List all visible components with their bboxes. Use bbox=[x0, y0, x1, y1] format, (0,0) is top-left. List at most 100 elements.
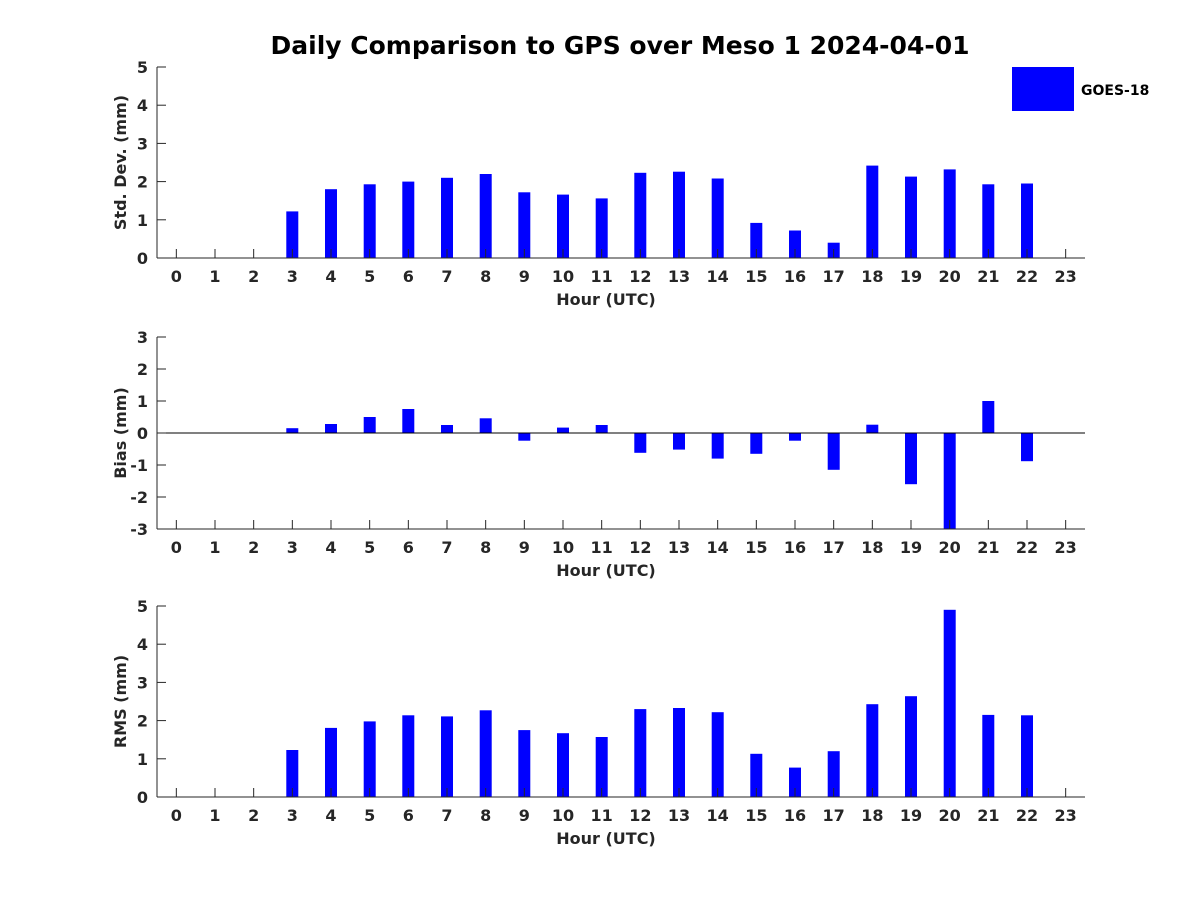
bar-4 bbox=[325, 424, 337, 433]
y-axis-label: Bias (mm) bbox=[111, 387, 130, 479]
x-axis-label: Hour (UTC) bbox=[556, 829, 656, 848]
x-tick-label: 5 bbox=[364, 267, 375, 286]
y-tick-label: 0 bbox=[137, 788, 148, 807]
bar-6 bbox=[402, 181, 415, 258]
bar-13 bbox=[673, 171, 685, 258]
y-tick-label: 1 bbox=[137, 750, 148, 769]
x-tick-label: 12 bbox=[629, 538, 651, 557]
x-tick-label: 14 bbox=[707, 538, 729, 557]
bar-22 bbox=[1021, 183, 1033, 258]
x-tick-label: 0 bbox=[171, 806, 182, 825]
x-tick-label: 1 bbox=[209, 267, 220, 286]
x-tick-label: 22 bbox=[1016, 267, 1038, 286]
x-axis-label: Hour (UTC) bbox=[556, 290, 656, 309]
bar-17 bbox=[827, 433, 840, 470]
y-tick-label: 2 bbox=[137, 360, 148, 379]
bar-12 bbox=[634, 172, 647, 258]
x-tick-label: 17 bbox=[823, 538, 845, 557]
x-tick-label: 23 bbox=[1055, 538, 1077, 557]
x-tick-label: 10 bbox=[552, 267, 574, 286]
x-tick-label: 11 bbox=[591, 538, 613, 557]
y-tick-label: 0 bbox=[137, 424, 148, 443]
y-tick-label: -1 bbox=[130, 456, 148, 475]
x-tick-label: 6 bbox=[403, 267, 414, 286]
x-tick-label: 20 bbox=[939, 538, 961, 557]
x-tick-label: 2 bbox=[248, 806, 259, 825]
bar-16 bbox=[789, 767, 801, 797]
y-tick-label: 4 bbox=[137, 96, 148, 115]
bar-7 bbox=[441, 716, 453, 797]
bar-16 bbox=[789, 230, 801, 258]
y-tick-label: 3 bbox=[137, 673, 148, 692]
bar-3 bbox=[286, 750, 299, 797]
x-tick-label: 11 bbox=[591, 806, 613, 825]
y-axis-label: Std. Dev. (mm) bbox=[111, 95, 130, 230]
x-tick-label: 1 bbox=[209, 806, 220, 825]
bar-7 bbox=[441, 177, 453, 258]
bar-19 bbox=[905, 696, 917, 797]
bar-21 bbox=[982, 714, 995, 797]
x-tick-label: 18 bbox=[861, 538, 883, 557]
bar-11 bbox=[595, 425, 608, 433]
bar-8 bbox=[479, 418, 492, 433]
bar-11 bbox=[595, 198, 608, 258]
x-tick-label: 3 bbox=[287, 267, 298, 286]
bar-14 bbox=[711, 433, 724, 459]
bar-20 bbox=[943, 609, 956, 797]
bar-19 bbox=[905, 176, 917, 258]
bar-22 bbox=[1021, 715, 1033, 797]
x-tick-label: 8 bbox=[480, 806, 491, 825]
x-tick-label: 4 bbox=[325, 267, 336, 286]
x-tick-label: 14 bbox=[707, 267, 729, 286]
bar-18 bbox=[866, 704, 879, 797]
bar-3 bbox=[286, 211, 299, 258]
bar-9 bbox=[518, 730, 531, 797]
x-tick-label: 4 bbox=[325, 806, 336, 825]
y-axis-label: RMS (mm) bbox=[111, 655, 130, 748]
x-tick-label: 2 bbox=[248, 267, 259, 286]
bar-13 bbox=[673, 708, 685, 797]
y-tick-label: 5 bbox=[137, 58, 148, 77]
bar-20 bbox=[943, 433, 956, 529]
bar-14 bbox=[711, 178, 724, 258]
bar-15 bbox=[750, 753, 763, 797]
x-tick-label: 9 bbox=[519, 538, 530, 557]
legend-swatch bbox=[1012, 67, 1074, 111]
bar-3 bbox=[286, 428, 299, 433]
x-tick-label: 9 bbox=[519, 267, 530, 286]
x-tick-label: 7 bbox=[441, 806, 452, 825]
bar-18 bbox=[866, 165, 879, 258]
bar-13 bbox=[673, 433, 685, 450]
x-tick-label: 21 bbox=[977, 267, 999, 286]
y-tick-label: 2 bbox=[137, 712, 148, 731]
bar-10 bbox=[557, 427, 569, 433]
y-tick-label: 3 bbox=[137, 328, 148, 347]
bar-22 bbox=[1021, 433, 1033, 462]
bar-11 bbox=[595, 737, 608, 797]
x-tick-label: 6 bbox=[403, 538, 414, 557]
y-tick-label: -3 bbox=[130, 520, 148, 539]
x-tick-label: 16 bbox=[784, 267, 806, 286]
bar-7 bbox=[441, 425, 453, 433]
bar-12 bbox=[634, 709, 647, 797]
x-tick-label: 10 bbox=[552, 538, 574, 557]
x-tick-label: 13 bbox=[668, 806, 690, 825]
bar-5 bbox=[363, 184, 376, 258]
bar-10 bbox=[557, 733, 569, 797]
x-tick-label: 13 bbox=[668, 267, 690, 286]
x-tick-label: 13 bbox=[668, 538, 690, 557]
x-tick-label: 4 bbox=[325, 538, 336, 557]
x-tick-label: 22 bbox=[1016, 806, 1038, 825]
y-tick-label: 0 bbox=[137, 249, 148, 268]
x-tick-label: 2 bbox=[248, 538, 259, 557]
x-tick-label: 22 bbox=[1016, 538, 1038, 557]
x-tick-label: 3 bbox=[287, 538, 298, 557]
x-tick-label: 0 bbox=[171, 538, 182, 557]
bar-4 bbox=[325, 727, 337, 797]
bar-9 bbox=[518, 192, 531, 258]
x-tick-label: 6 bbox=[403, 806, 414, 825]
